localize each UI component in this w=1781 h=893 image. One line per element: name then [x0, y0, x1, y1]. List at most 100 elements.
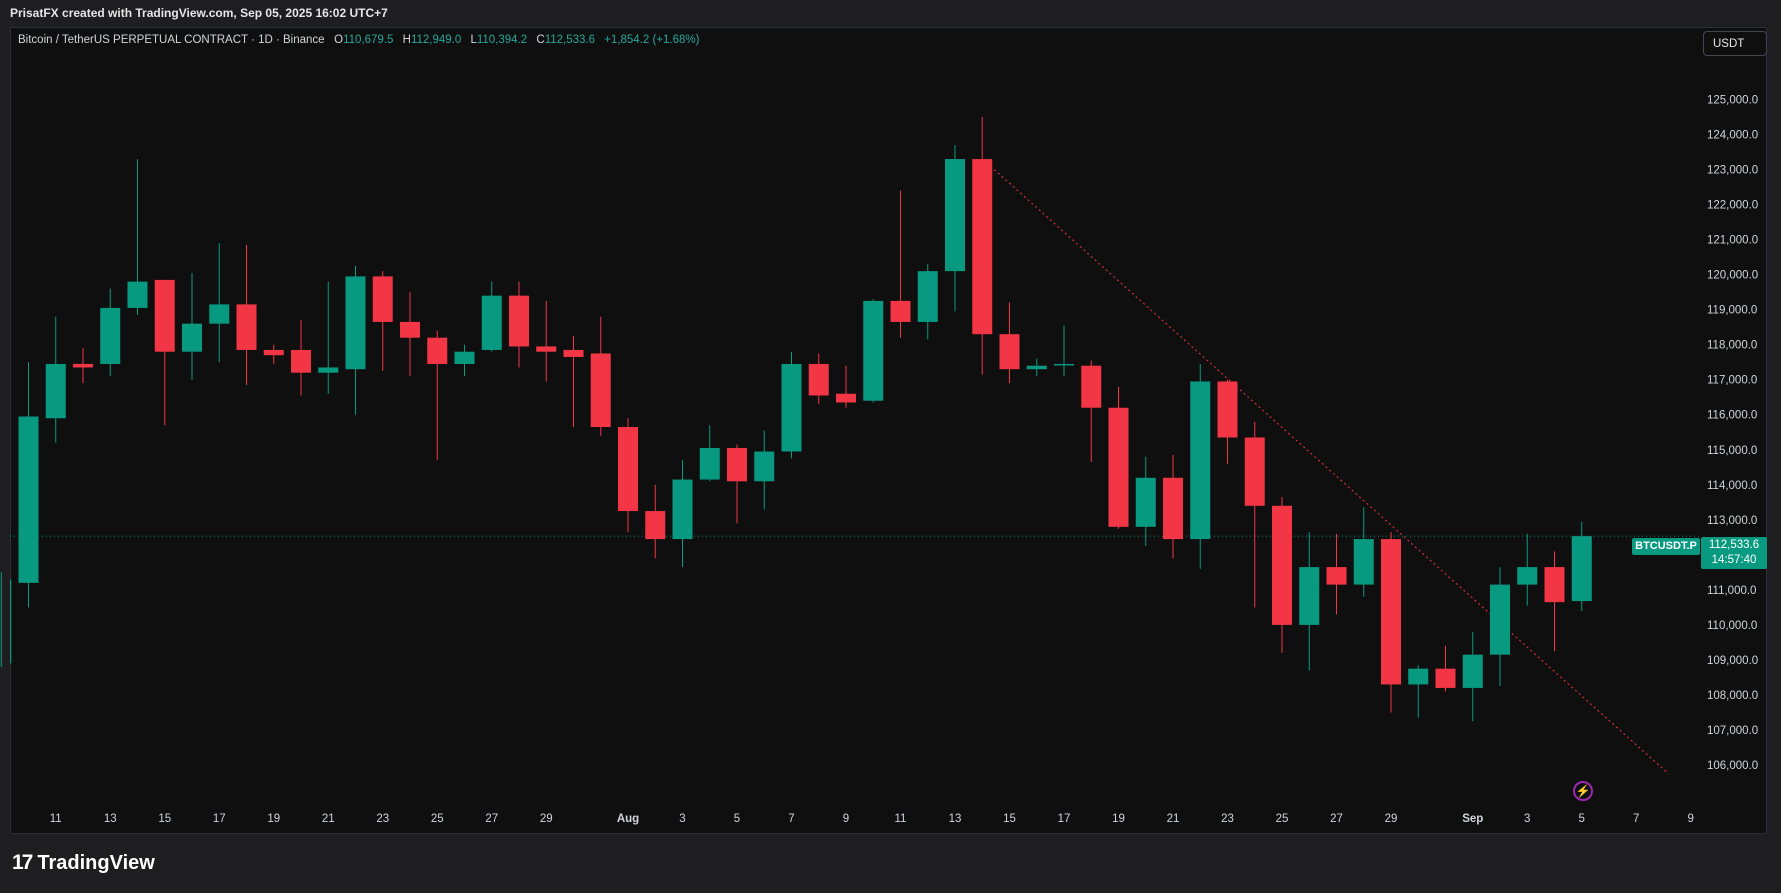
candle	[1190, 363, 1211, 569]
candle	[618, 418, 638, 533]
candle	[590, 316, 611, 436]
candle-body	[781, 363, 802, 452]
candle-body	[727, 448, 747, 482]
time-axis-label: 13	[949, 813, 962, 825]
candle-body	[454, 351, 475, 364]
candle-body	[1490, 584, 1510, 655]
candle	[372, 271, 393, 371]
time-axis-label: 9	[843, 813, 849, 825]
candle	[100, 288, 121, 377]
time-axis-label: 13	[104, 813, 117, 825]
candle	[727, 444, 747, 524]
candle	[1462, 631, 1483, 722]
time-axis-label: 9	[1688, 813, 1694, 825]
time-axis-label: 7	[1633, 813, 1639, 825]
candle	[1272, 497, 1292, 653]
candle-body	[18, 416, 39, 583]
candle	[781, 351, 802, 459]
candle-body	[372, 276, 393, 322]
candles	[0, 117, 1592, 722]
candle	[754, 430, 775, 510]
time-axis-label: 3	[1524, 813, 1530, 825]
price-axis-label: 111,000.0	[1707, 585, 1756, 597]
candle-body	[1217, 381, 1238, 438]
currency-button[interactable]: USDT	[1703, 31, 1767, 56]
time-axis-label: 11	[50, 813, 62, 825]
candle-body	[945, 159, 965, 272]
candle-body	[590, 353, 611, 427]
time-axis-label: 23	[376, 813, 389, 825]
symbol-legend: Bitcoin / TetherUS PERPETUAL CONTRACT · …	[18, 34, 705, 46]
time-axis-label: 25	[1276, 813, 1289, 825]
tradingview-logo[interactable]: 17 TradingView	[12, 850, 155, 876]
candle-body	[45, 363, 66, 419]
candle-body	[209, 304, 230, 324]
candle	[808, 353, 829, 405]
candle-body	[263, 349, 284, 356]
price-axis-label: 106,000.0	[1707, 760, 1758, 772]
lightning-bolt-icon[interactable]: ⚡	[1573, 781, 1593, 801]
candle	[345, 265, 366, 415]
price-axis-label: 119,000.0	[1707, 305, 1757, 317]
candle	[427, 330, 448, 461]
candle	[481, 281, 502, 352]
price-tag: 112,533.6 14:57:40	[1701, 537, 1767, 569]
change-value: +1,854.2 (+1.68%)	[604, 34, 700, 46]
low-label: L	[470, 34, 477, 46]
price-axis-label: 116,000.0	[1707, 410, 1757, 422]
price-axis-label: 108,000.0	[1707, 690, 1758, 702]
candle-body	[1408, 668, 1429, 685]
time-axis-label: 27	[485, 813, 498, 825]
candle	[1571, 521, 1592, 612]
time-axis-label: 11	[895, 813, 907, 825]
candle	[1081, 360, 1102, 463]
price-axis-label: 117,000.0	[1707, 375, 1757, 387]
candle-body	[236, 304, 257, 350]
candle-body	[1054, 363, 1074, 366]
candle-body	[917, 271, 938, 322]
price-tag-countdown: 14:57:40	[1711, 554, 1757, 566]
candle-body	[1108, 407, 1129, 527]
time-axis-label: 3	[679, 813, 685, 825]
candle	[454, 344, 475, 377]
price-axis-label: 113,000.0	[1707, 515, 1757, 527]
candle-body	[509, 295, 529, 347]
candle	[1135, 456, 1156, 547]
candle	[18, 362, 39, 608]
time-axis-label: Sep	[1462, 813, 1483, 825]
candle-body	[536, 346, 557, 352]
candle	[890, 190, 911, 338]
candle-body	[318, 367, 339, 373]
chart-pane[interactable]	[10, 27, 1767, 834]
candle	[1408, 665, 1429, 718]
candle	[863, 299, 884, 403]
candle	[400, 292, 420, 377]
candle-body	[1326, 567, 1347, 585]
candle	[1381, 532, 1401, 713]
candle-body	[345, 276, 366, 370]
candle	[154, 279, 175, 426]
candle-body	[100, 307, 121, 364]
candle-body	[1517, 567, 1538, 585]
price-tag-symbol: BTCUSDT.P	[1632, 538, 1700, 555]
candle	[291, 320, 311, 396]
price-axis-label: 115,000.0	[1707, 445, 1757, 457]
candle	[1163, 455, 1183, 559]
price-axis-label: 114,000.0	[1707, 480, 1757, 492]
price-axis-label: 121,000.0	[1707, 235, 1758, 247]
price-axis: 106,000.0 107,000.0 108,000.0 109,000.0 110,…	[1707, 95, 1758, 772]
symbol-title: Bitcoin / TetherUS PERPETUAL CONTRACT · …	[18, 34, 325, 46]
time-axis-label: 21	[322, 813, 335, 825]
candle	[536, 300, 557, 382]
price-axis-label: 124,000.0	[1707, 130, 1758, 142]
price-axis-label: 107,000.0	[1707, 725, 1758, 737]
chart-attribution: PrisatFX created with TradingView.com, S…	[0, 0, 1781, 27]
price-axis-label: 125,000.0	[1707, 95, 1758, 107]
candle-body	[645, 511, 666, 540]
candle-body	[1026, 365, 1047, 370]
candle	[236, 244, 257, 385]
candle	[1490, 567, 1510, 687]
candle-body	[1135, 477, 1156, 527]
candle-body	[73, 363, 93, 368]
